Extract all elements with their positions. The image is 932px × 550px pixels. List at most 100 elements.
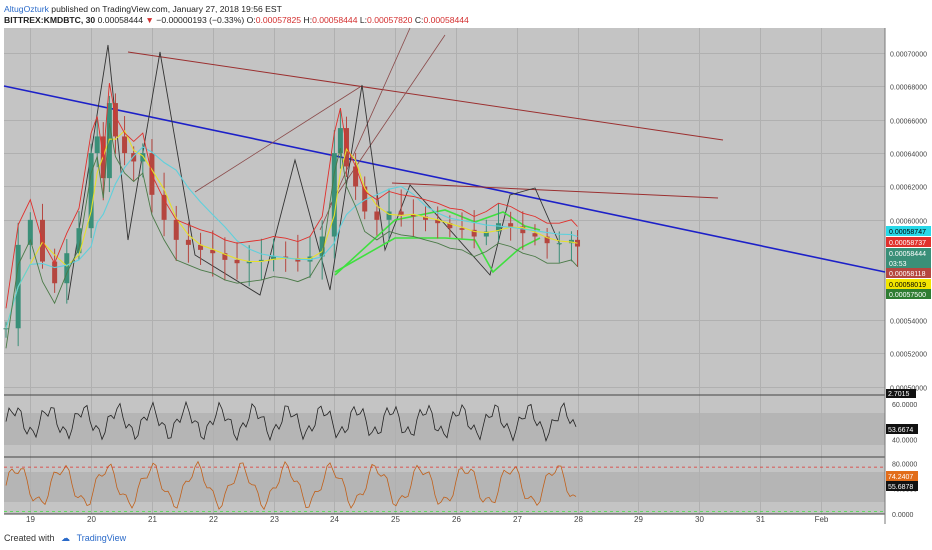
osc2-tag2-bg [886, 481, 918, 491]
candle-body [568, 239, 574, 244]
osc2-tag: 74.2407 [888, 474, 913, 481]
red-trendline-lower [391, 182, 719, 199]
candle-body [173, 219, 179, 240]
blue-trendline [3, 85, 886, 273]
close-value: 0.00058444 [423, 15, 469, 25]
candle-body [353, 166, 359, 187]
y-tick-label: 0.00052000 [890, 352, 927, 359]
oscillator-1-line [5, 400, 577, 442]
candle-body [185, 239, 191, 245]
candle-body [234, 259, 240, 264]
candle-body [410, 214, 416, 217]
osc1-tick-label: 60.0000 [892, 402, 917, 409]
grid [4, 28, 885, 514]
low-label: L: [359, 15, 368, 25]
osc2-tick-label: 80.0000 [892, 461, 917, 468]
candle-body [398, 211, 404, 215]
symbol-label: BITTREX:KMDBTC, 30 [4, 15, 96, 25]
main-pane-bg [4, 28, 885, 395]
candle-body [447, 223, 453, 229]
x-tick-label: 20 [87, 515, 96, 524]
price-tag: 0.00058737 [889, 240, 926, 247]
y-tick-label: 0.00060000 [890, 219, 927, 226]
candle-body [362, 186, 368, 212]
green-channel-lower [334, 237, 541, 274]
x-tick-label: 26 [452, 515, 461, 524]
last-price: 0.00058444 [97, 15, 143, 25]
price-tag-bg [886, 226, 931, 236]
price-change: −0.00000193 (−0.33%) [156, 15, 245, 25]
candle-body [495, 223, 501, 232]
green-channel-upper [334, 209, 541, 276]
candle-body [222, 253, 228, 260]
bollinger-upper [5, 83, 578, 309]
volume-tag: 2.7015 [888, 391, 910, 398]
osc2-tick-label: 0.0000 [892, 512, 914, 519]
candle-body [76, 228, 82, 254]
candle-body [556, 243, 562, 245]
osc1-band [4, 413, 885, 445]
candle-body [532, 233, 538, 237]
y-tick-label: 0.00066000 [890, 119, 927, 126]
low-value: 0.00057820 [367, 15, 413, 25]
high-label: H: [303, 15, 313, 25]
candle-body [271, 256, 277, 260]
candle-body [112, 103, 118, 137]
price-tag-bg [886, 268, 931, 278]
candle-body [471, 229, 477, 237]
volume-tag-bg [886, 389, 916, 398]
fan-line [329, 34, 446, 206]
candle-body [423, 216, 429, 220]
candle-body [210, 249, 216, 254]
candle-body [575, 239, 581, 247]
candle-body [483, 231, 489, 237]
candle-body [258, 259, 264, 262]
y-tick-label: 0.00062000 [890, 185, 927, 192]
candle-body [435, 219, 441, 224]
candle-body [319, 236, 325, 257]
tradingview-brand[interactable]: TradingView [76, 533, 127, 543]
x-tick-label: 27 [513, 515, 522, 524]
price-tag: 0.00058747 [889, 229, 926, 236]
candle-body [3, 328, 9, 330]
price-tag: 0.00058019 [889, 282, 926, 289]
fan-line [194, 86, 361, 193]
x-tick-label: 31 [756, 515, 765, 524]
osc1-tick-label: 40.0000 [892, 437, 917, 444]
candle-body [374, 211, 380, 220]
candle-body [386, 211, 392, 220]
candle-body [508, 223, 514, 227]
author-link[interactable]: AltugOzturk [4, 4, 49, 14]
y-tick-label: 0.00054000 [890, 319, 927, 326]
x-tick-label: 28 [574, 515, 583, 524]
x-tick-label: 25 [391, 515, 400, 524]
osc2-tag2: 55.6878 [888, 484, 913, 491]
axis-layer: 19 20 21 22 23 24 25 26 27 28 29 30 31 Feb 0.00070000 0… [26, 52, 931, 524]
price-tag: 0.00058118 [889, 271, 926, 278]
price-tag: 0.00057500 [889, 292, 926, 299]
osc1-tag-bg [886, 424, 918, 434]
candle-body [331, 153, 337, 237]
candle-body [64, 253, 70, 284]
y-tick-label: 0.00064000 [890, 152, 927, 159]
price-tag: 0.00058444 [889, 251, 926, 258]
candle-body [198, 244, 204, 250]
candle-body [131, 153, 137, 162]
bollinger-lower [5, 123, 578, 349]
candle-body [88, 153, 94, 229]
x-tick-label: Feb [815, 515, 829, 524]
close-label: C: [414, 15, 424, 25]
price-tag: 03:53 [889, 261, 907, 268]
open-value: 0.00057825 [255, 15, 302, 25]
publish-line: AltugOzturk published on TradingView.com… [4, 4, 282, 15]
cyan-moving-average [5, 146, 578, 329]
x-tick-label: 21 [148, 515, 157, 524]
candle-body [140, 153, 146, 162]
x-tick-label: 24 [330, 515, 339, 524]
candle-body [161, 194, 167, 220]
candle-body [520, 226, 526, 234]
tradingview-logo-icon[interactable]: ☁ [61, 533, 71, 543]
price-tag-bg [886, 258, 931, 268]
candle-body [52, 261, 58, 284]
